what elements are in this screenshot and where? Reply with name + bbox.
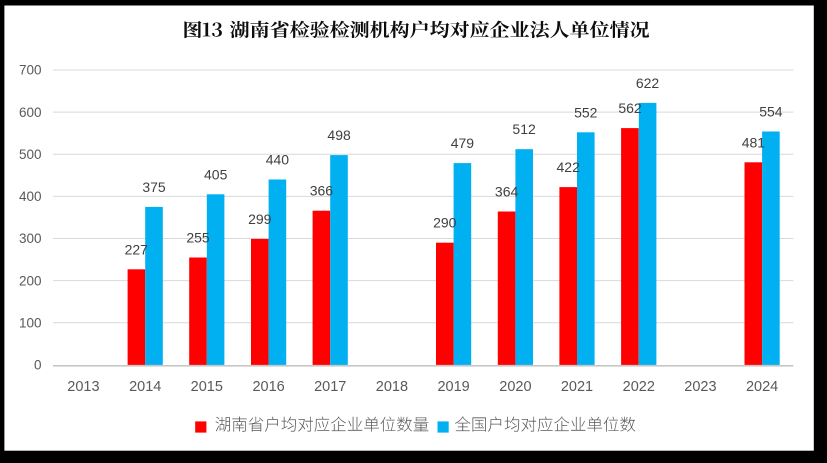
svg-text:2023: 2023	[684, 379, 716, 395]
svg-text:290: 290	[433, 215, 457, 231]
svg-text:479: 479	[451, 135, 475, 151]
svg-text:227: 227	[125, 241, 149, 257]
svg-text:366: 366	[310, 183, 334, 199]
svg-text:200: 200	[19, 273, 42, 288]
svg-text:2018: 2018	[376, 379, 408, 395]
svg-text:552: 552	[574, 104, 598, 120]
svg-text:562: 562	[618, 100, 642, 116]
svg-text:440: 440	[266, 152, 290, 168]
svg-text:2017: 2017	[314, 379, 346, 395]
svg-text:600: 600	[19, 105, 42, 120]
svg-text:0: 0	[34, 358, 42, 373]
svg-text:2013: 2013	[67, 379, 99, 395]
svg-text:2020: 2020	[499, 379, 531, 395]
svg-text:422: 422	[557, 159, 581, 175]
svg-text:364: 364	[495, 184, 519, 200]
svg-text:100: 100	[19, 316, 42, 331]
svg-text:2016: 2016	[252, 379, 284, 395]
svg-text:400: 400	[19, 189, 42, 204]
svg-text:481: 481	[742, 134, 766, 150]
svg-text:405: 405	[204, 166, 228, 182]
svg-text:2015: 2015	[191, 379, 223, 395]
svg-text:2024: 2024	[746, 379, 778, 395]
svg-text:2022: 2022	[623, 379, 655, 395]
svg-text:2021: 2021	[561, 379, 593, 395]
svg-text:2014: 2014	[129, 379, 161, 395]
svg-text:622: 622	[636, 75, 660, 91]
svg-text:554: 554	[759, 104, 783, 120]
svg-text:299: 299	[248, 211, 272, 227]
svg-text:255: 255	[186, 230, 210, 246]
svg-text:2019: 2019	[437, 379, 469, 395]
svg-text:700: 700	[19, 63, 42, 78]
svg-text:512: 512	[512, 121, 536, 137]
svg-text:300: 300	[19, 231, 42, 246]
svg-text:375: 375	[142, 179, 166, 195]
svg-text:500: 500	[19, 147, 42, 162]
svg-text:498: 498	[327, 127, 351, 143]
